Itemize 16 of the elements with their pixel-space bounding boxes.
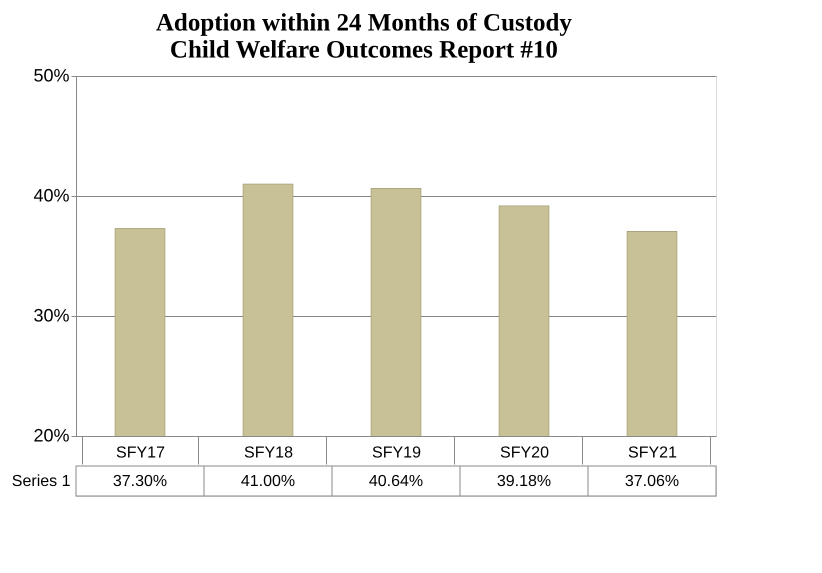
y-tick-label: 50% <box>33 66 70 86</box>
y-tick-label: 20% <box>33 426 70 446</box>
x-tick-label: SFY20 <box>500 444 550 462</box>
data-label: 37.30% <box>112 473 168 490</box>
x-tick-label: SFY19 <box>372 444 422 462</box>
x-tick-label: SFY18 <box>244 444 294 462</box>
data-label: 41.00% <box>240 473 296 490</box>
chart-title: Adoption within 24 Months of Custody Child Welfare Outcomes Report #10 <box>156 10 572 64</box>
x-tick-label: SFY21 <box>628 444 678 462</box>
y-tick-label: 30% <box>33 306 70 326</box>
data-label: 39.18% <box>496 473 552 490</box>
data-label: 37.06% <box>624 473 680 490</box>
data-label: 40.64% <box>368 473 424 490</box>
y-tick-label: 40% <box>33 186 70 206</box>
text: Series 1 <box>12 473 71 490</box>
x-tick-label: SFY17 <box>116 444 166 462</box>
